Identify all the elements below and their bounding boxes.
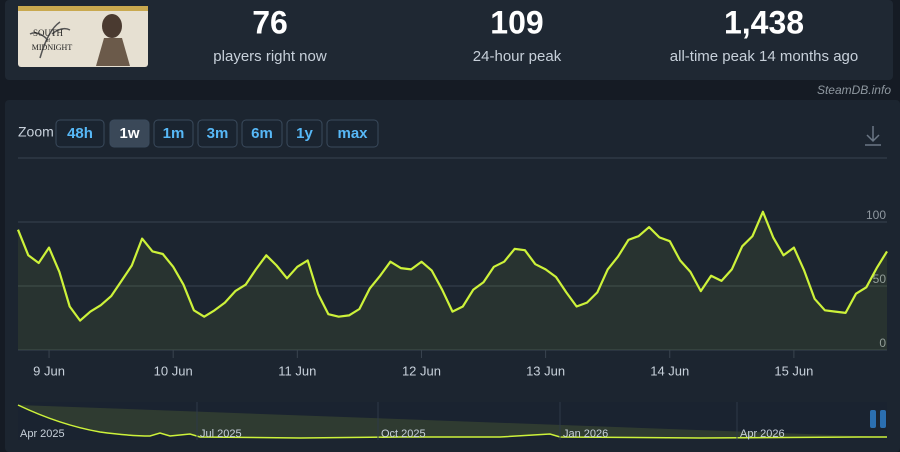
zoom-button[interactable] bbox=[153, 119, 194, 148]
zoom-button-label: 6m bbox=[251, 125, 273, 142]
chart-panel bbox=[5, 100, 900, 452]
stat-label: players right now bbox=[213, 48, 327, 65]
y-tick-label: 0 bbox=[879, 336, 886, 350]
x-tick-label: 15 Jun bbox=[774, 363, 813, 378]
area bbox=[18, 211, 887, 350]
stats-panel bbox=[5, 0, 893, 80]
navigator-line bbox=[17, 404, 887, 439]
zoom-button[interactable] bbox=[241, 119, 283, 148]
x-tick-label: 13 Jun bbox=[526, 363, 565, 378]
x-tick-label: 10 Jun bbox=[154, 363, 193, 378]
navigator-label: Apr 2026 bbox=[740, 428, 785, 440]
zoom-button-label: 3m bbox=[207, 125, 229, 142]
source-label: SteamDB.info bbox=[817, 83, 891, 97]
line bbox=[16, 210, 888, 322]
stat-value: 109 bbox=[490, 4, 543, 40]
zoom-button-label: 1y bbox=[296, 125, 313, 142]
navigator-label: Jan 2026 bbox=[563, 428, 608, 440]
zoom-button[interactable] bbox=[197, 119, 238, 148]
stat-value: 1,438 bbox=[724, 4, 804, 40]
zoom-label: Zoom bbox=[18, 124, 54, 140]
navigator-label: Oct 2025 bbox=[381, 428, 426, 440]
zoom-button[interactable] bbox=[55, 119, 105, 148]
navigator-handle[interactable] bbox=[870, 410, 876, 428]
download-icon[interactable] bbox=[865, 126, 881, 146]
logo-text: of bbox=[46, 39, 51, 44]
game-thumbnail: SOUTH of MIDNIGHT bbox=[18, 6, 148, 67]
stat-label: all-time peak 14 months ago bbox=[670, 48, 858, 65]
navigator-label: Apr 2025 bbox=[20, 428, 65, 440]
tree-art bbox=[29, 21, 71, 59]
zoom-button[interactable] bbox=[286, 119, 323, 148]
logo-text: SOUTH bbox=[33, 28, 64, 38]
x-tick-label: 12 Jun bbox=[402, 363, 441, 378]
zoom-button-label: max bbox=[337, 125, 368, 142]
y-tick-label: 50 bbox=[873, 272, 887, 286]
navigator-handle[interactable] bbox=[880, 410, 886, 428]
y-tick-label: 100 bbox=[866, 208, 886, 222]
zoom-button-label: 1m bbox=[163, 125, 185, 142]
navigator-label: Jul 2025 bbox=[200, 428, 242, 440]
thumbnail-band bbox=[18, 6, 148, 11]
zoom-button[interactable] bbox=[326, 119, 379, 148]
x-tick-label: 14 Jun bbox=[650, 363, 689, 378]
figure-body bbox=[96, 38, 130, 66]
stat-label: 24-hour peak bbox=[473, 48, 562, 65]
download-glyph bbox=[865, 126, 881, 146]
figure-head bbox=[102, 14, 122, 38]
x-tick-label: 9 Jun bbox=[33, 363, 65, 378]
navigator bbox=[17, 402, 887, 440]
stat-value: 76 bbox=[252, 4, 288, 40]
zoom-button[interactable] bbox=[109, 119, 150, 148]
zoom-button-label: 1w bbox=[119, 125, 139, 142]
zoom-button-label: 48h bbox=[67, 125, 93, 142]
x-tick-label: 11 Jun bbox=[278, 363, 316, 378]
logo-text: MIDNIGHT bbox=[32, 43, 73, 52]
